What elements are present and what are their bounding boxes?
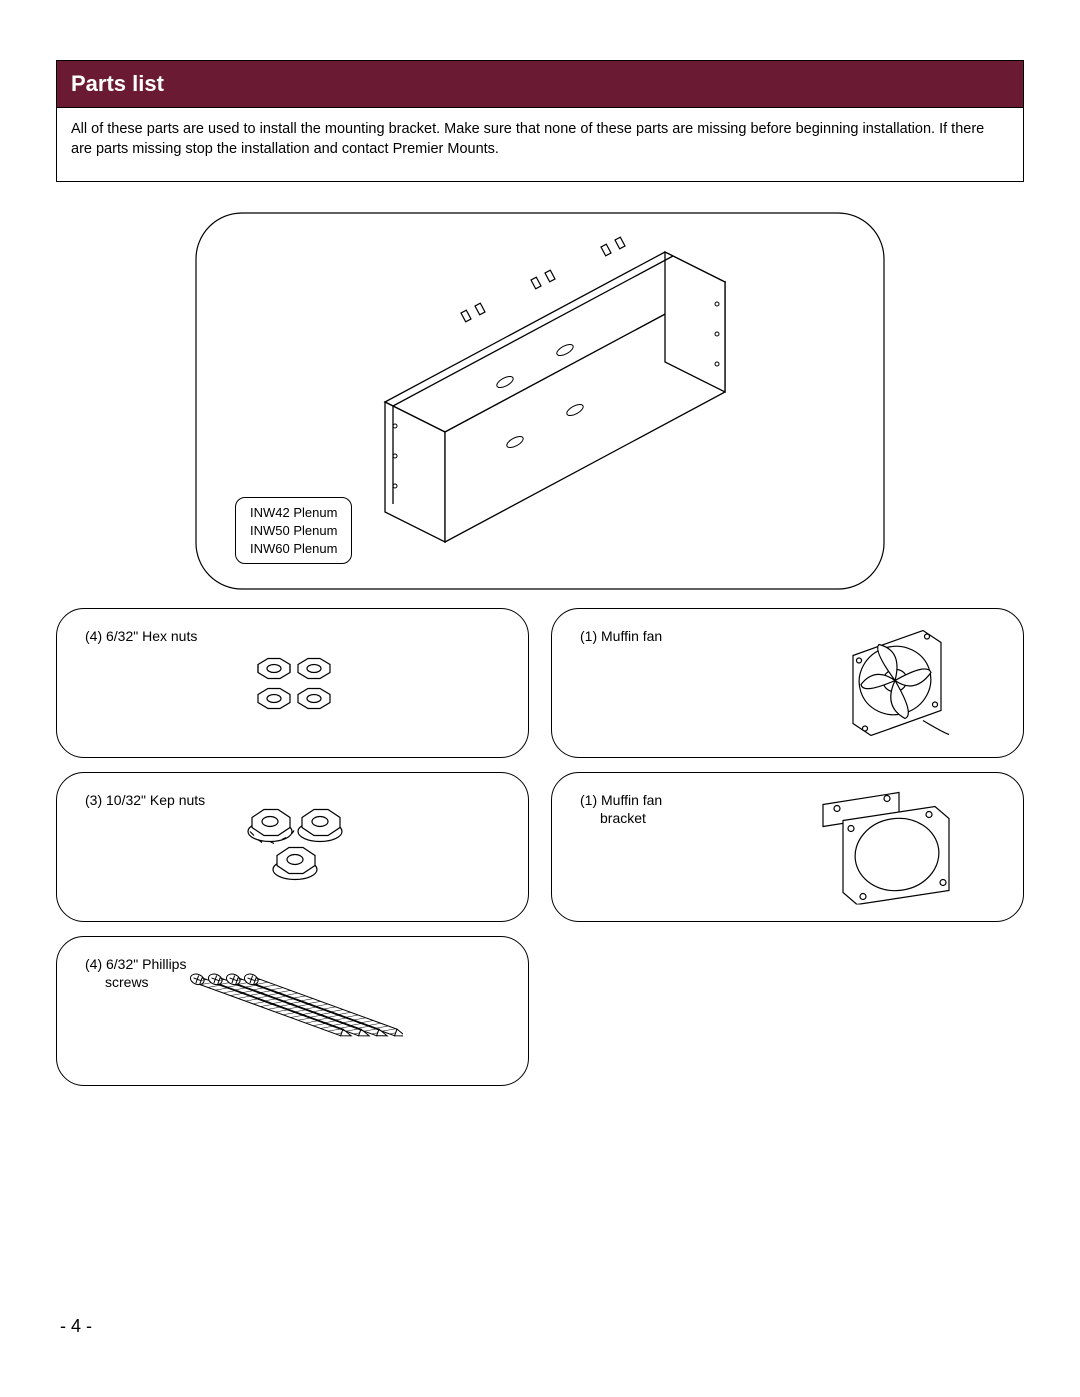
plenum-v1: INW42 Plenum	[250, 504, 337, 522]
part-fan-bracket: (1) Muffin fan bracket	[551, 772, 1024, 922]
section-title: Parts list	[71, 71, 164, 96]
part-kep-nuts: (3) 10/32" Kep nuts	[56, 772, 529, 922]
plenum-figure: INW42 Plenum INW50 Plenum INW60 Plenum	[195, 212, 885, 590]
phillips-screw-icon	[183, 954, 403, 1069]
muffin-fan-icon	[823, 621, 963, 746]
part-muffin-fan: (1) Muffin fan	[551, 608, 1024, 758]
hex-nut-icon	[223, 631, 363, 736]
part-kep-nuts-label: (3) 10/32" Kep nuts	[79, 791, 239, 809]
section-header: Parts list	[56, 60, 1024, 107]
intro-text-box: All of these parts are used to install t…	[56, 107, 1024, 182]
part-fan-bracket-label: (1) Muffin fan bracket	[574, 791, 734, 827]
part-hex-nuts-label: (4) 6/32" Hex nuts	[79, 627, 239, 645]
plenum-variant-label: INW42 Plenum INW50 Plenum INW60 Plenum	[235, 497, 352, 564]
kep-nut-icon	[218, 790, 368, 905]
plenum-v3: INW60 Plenum	[250, 540, 337, 558]
part-muffin-fan-label: (1) Muffin fan	[574, 627, 734, 645]
intro-text: All of these parts are used to install t…	[71, 121, 984, 157]
plenum-v2: INW50 Plenum	[250, 522, 337, 540]
parts-grid: (4) 6/32" Hex nuts (1) Muffin fan	[56, 608, 1024, 1086]
fan-bracket-icon	[803, 785, 963, 910]
part-hex-nuts: (4) 6/32" Hex nuts	[56, 608, 529, 758]
part-phillips-screws: (4) 6/32" Phillips screws	[56, 936, 529, 1086]
page-number: - 4 -	[60, 1316, 92, 1337]
